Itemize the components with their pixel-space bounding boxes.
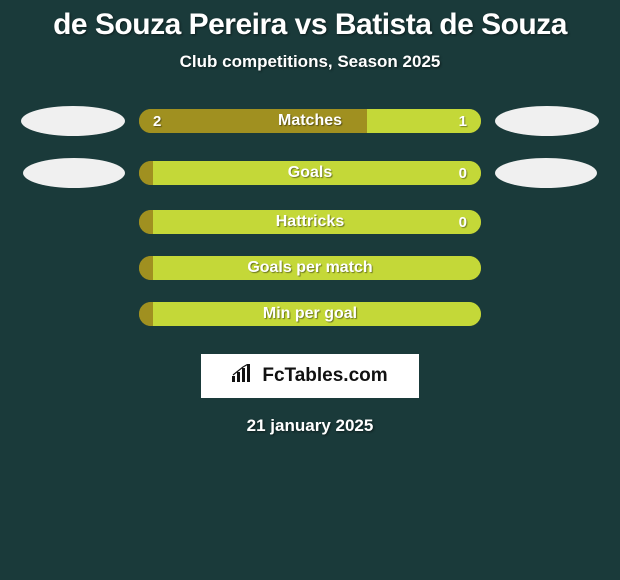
player-right-avatar xyxy=(495,106,599,136)
stat-row: Goals per match xyxy=(0,256,620,280)
stat-bar: 0Goals xyxy=(139,161,481,185)
logo-box: FcTables.com xyxy=(201,354,419,398)
stat-right-value: 1 xyxy=(367,109,481,133)
stat-left-value xyxy=(139,302,153,326)
stat-row: 21Matches xyxy=(0,106,620,136)
stat-left-value: 2 xyxy=(139,109,367,133)
player-left-avatar xyxy=(23,158,125,188)
stat-right-value: 0 xyxy=(153,161,481,185)
subtitle: Club competitions, Season 2025 xyxy=(0,52,620,72)
logo-text: FcTables.com xyxy=(262,365,387,387)
stat-bar: Goals per match xyxy=(139,256,481,280)
stat-right-value: 0 xyxy=(153,210,481,234)
chart-icon xyxy=(232,364,254,388)
stat-bar: 21Matches xyxy=(139,109,481,133)
page-title: de Souza Pereira vs Batista de Souza xyxy=(0,8,620,42)
stat-row: 0Hattricks xyxy=(0,210,620,234)
logo: FcTables.com xyxy=(232,364,387,388)
stat-left-value xyxy=(139,161,153,185)
stat-rows: 21Matches 0Goals 0Hattricks Goals per match… xyxy=(0,106,620,326)
player-left-avatar xyxy=(21,106,125,136)
stat-bar: Min per goal xyxy=(139,302,481,326)
stat-row: 0Goals xyxy=(0,158,620,188)
stat-row: Min per goal xyxy=(0,302,620,326)
stat-right-value xyxy=(153,302,481,326)
stat-left-value xyxy=(139,256,153,280)
stat-left-value xyxy=(139,210,153,234)
stat-bar: 0Hattricks xyxy=(139,210,481,234)
stat-right-value xyxy=(153,256,481,280)
footer-date: 21 january 2025 xyxy=(0,416,620,436)
player-right-avatar xyxy=(495,158,597,188)
